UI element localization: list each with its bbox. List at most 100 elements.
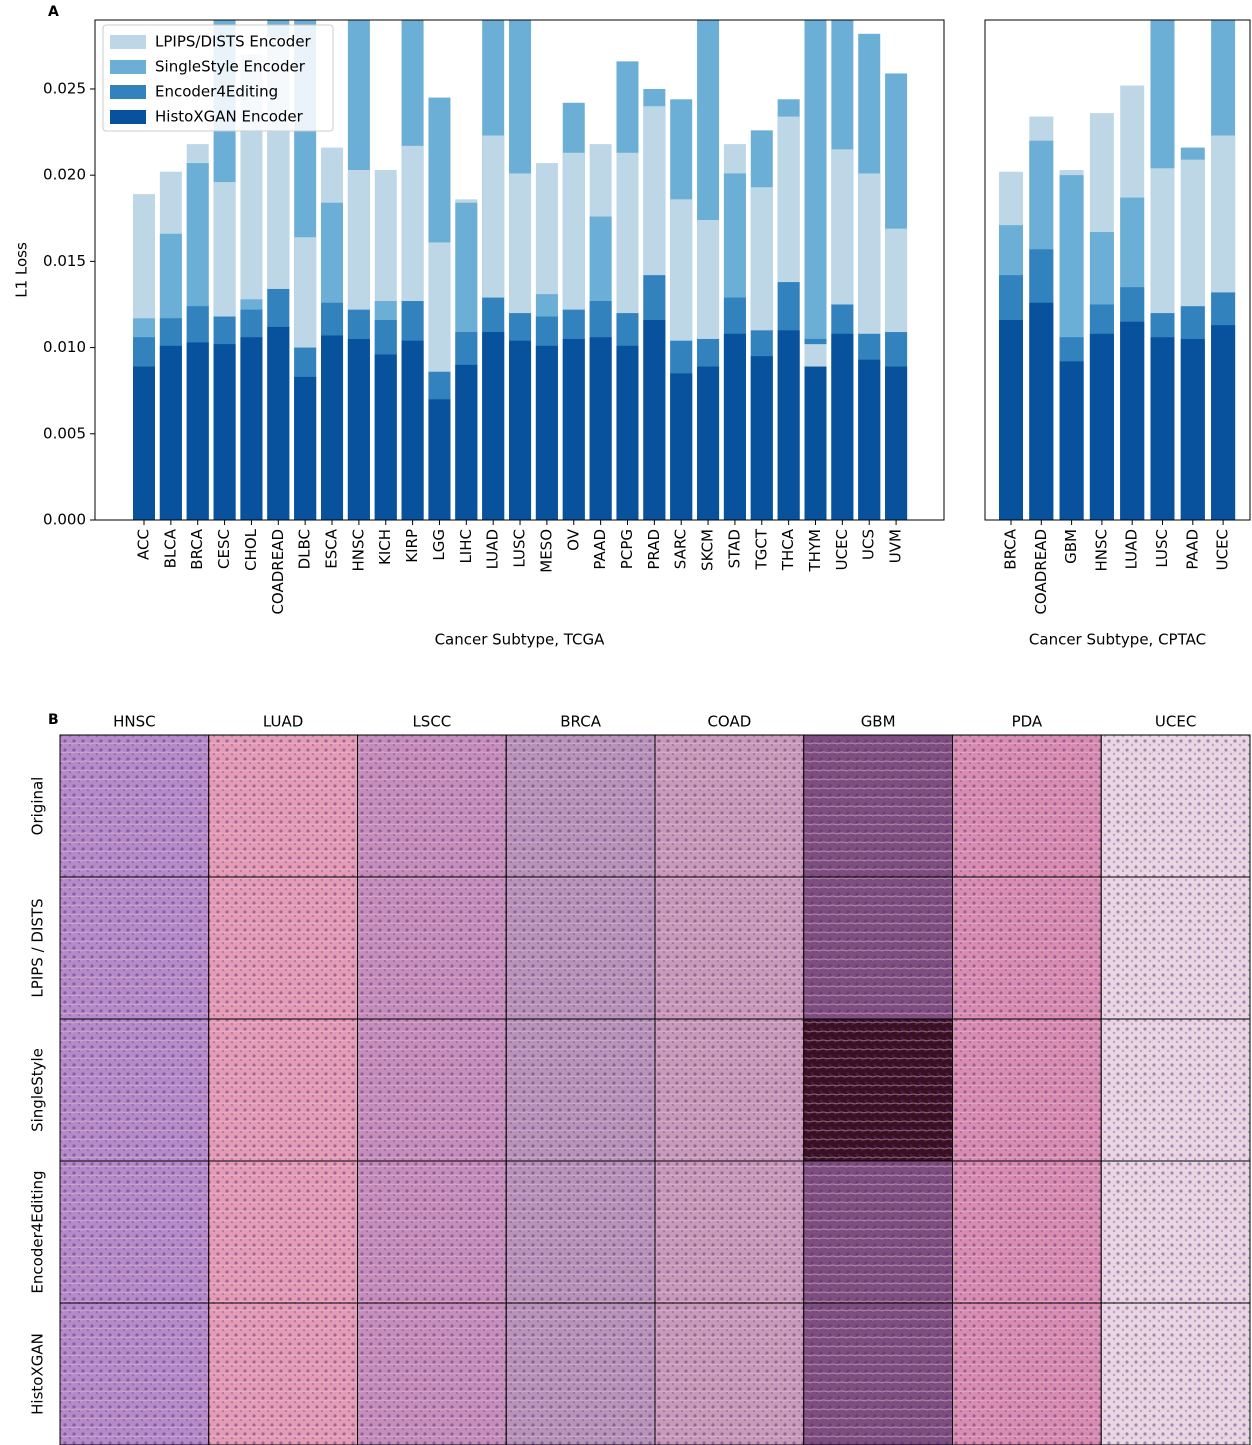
figure: A B ACCBLCABRCACESCCHOLCOADREADDLBCESCAH…	[0, 0, 1252, 1445]
x-tick-label: BLCA	[161, 528, 179, 568]
image-texture	[1101, 1303, 1250, 1445]
bar	[616, 346, 638, 520]
image-texture	[358, 877, 507, 1019]
bar	[133, 367, 155, 520]
legend-label: SingleStyle Encoder	[155, 58, 306, 76]
image-texture	[1101, 735, 1250, 877]
legend-label: Encoder4Editing	[155, 83, 278, 101]
x-tick-label: PAAD	[591, 529, 609, 570]
bar	[1181, 339, 1205, 520]
bar	[697, 367, 719, 520]
legend-label: HistoXGAN Encoder	[155, 108, 304, 126]
image-texture	[953, 1019, 1102, 1161]
x-tick-label: HNSC	[1092, 529, 1110, 572]
bar	[375, 354, 397, 520]
bar	[778, 330, 800, 520]
image-texture	[1101, 1019, 1250, 1161]
y-tick-label: 0.010	[43, 338, 86, 356]
bar	[509, 341, 531, 520]
image-texture	[506, 1161, 655, 1303]
x-tick-label: LUAD	[1123, 529, 1141, 569]
x-tick-label: PRAD	[645, 529, 663, 570]
image-texture	[1101, 877, 1250, 1019]
row-label: Original	[29, 777, 47, 836]
bar	[482, 332, 504, 520]
image-texture	[358, 1303, 507, 1445]
y-axis-label: L1 Loss	[13, 242, 31, 298]
x-tick-label: BRCA	[188, 528, 206, 569]
image-texture	[655, 1019, 804, 1161]
row-label: LPIPS / DISTS	[29, 898, 47, 997]
y-tick-label: 0.015	[43, 252, 86, 270]
image-texture	[506, 877, 655, 1019]
x-axis-label: Cancer Subtype, CPTAC	[1029, 631, 1206, 649]
image-texture	[209, 735, 358, 877]
legend-swatch	[110, 35, 146, 49]
y-tick-label: 0.020	[43, 166, 86, 184]
row-label: HistoXGAN	[29, 1333, 47, 1415]
x-axis-label: Cancer Subtype, TCGA	[435, 631, 606, 649]
x-tick-label: HNSC	[349, 529, 367, 572]
x-tick-label: LUSC	[511, 529, 529, 568]
image-texture	[60, 1019, 209, 1161]
image-texture	[804, 1019, 953, 1161]
image-texture	[209, 1303, 358, 1445]
x-tick-label: TGCT	[752, 528, 770, 570]
image-texture	[953, 877, 1102, 1019]
bar	[831, 334, 853, 520]
x-tick-label: PCPG	[618, 529, 636, 569]
bar	[563, 339, 585, 520]
bar	[805, 367, 827, 520]
x-tick-label: ACC	[135, 529, 153, 560]
image-texture	[209, 1161, 358, 1303]
x-tick-label: PAAD	[1183, 529, 1201, 570]
image-texture	[358, 1161, 507, 1303]
image-texture	[804, 735, 953, 877]
image-texture	[358, 735, 507, 877]
bar	[885, 367, 907, 520]
legend-swatch	[110, 60, 146, 74]
x-tick-label: MESO	[537, 529, 555, 573]
bar	[402, 341, 424, 520]
bar	[1090, 334, 1114, 520]
image-texture	[60, 1161, 209, 1303]
bar	[348, 339, 370, 520]
column-header: LUAD	[263, 713, 303, 731]
bar	[1029, 303, 1053, 520]
panel-label: A	[48, 4, 59, 20]
image-texture	[655, 1161, 804, 1303]
column-header: PDA	[1012, 713, 1043, 731]
y-tick-label: 0.000	[43, 511, 86, 529]
legend-swatch	[110, 110, 146, 124]
x-tick-label: OV	[564, 528, 582, 551]
bar	[187, 342, 209, 520]
x-tick-label: STAD	[725, 529, 743, 568]
image-texture	[953, 1303, 1102, 1445]
image-texture	[804, 1303, 953, 1445]
x-tick-label: GBM	[1062, 529, 1080, 564]
y-tick-label: 0.025	[43, 79, 86, 97]
bar	[1151, 337, 1175, 520]
bar	[267, 327, 289, 520]
image-texture	[209, 1019, 358, 1161]
image-texture	[60, 735, 209, 877]
column-header: GBM	[861, 713, 896, 731]
x-tick-label: UCEC	[1214, 529, 1232, 570]
bar	[643, 320, 665, 520]
axes-frame	[985, 20, 1250, 520]
x-tick-label: UCEC	[833, 529, 851, 570]
image-texture	[953, 735, 1102, 877]
column-header: HNSC	[113, 713, 156, 731]
bar	[321, 336, 343, 520]
image-texture	[506, 1303, 655, 1445]
x-tick-label: COADREAD	[1032, 529, 1050, 615]
image-texture	[60, 1303, 209, 1445]
x-tick-label: CESC	[215, 529, 233, 569]
bar	[1211, 325, 1235, 520]
x-tick-label: UVM	[887, 529, 905, 563]
x-tick-label: LGG	[430, 529, 448, 561]
bar	[428, 399, 450, 520]
x-tick-label: SKCM	[699, 529, 717, 571]
x-tick-label: THCA	[779, 528, 797, 571]
image-texture	[953, 1161, 1102, 1303]
